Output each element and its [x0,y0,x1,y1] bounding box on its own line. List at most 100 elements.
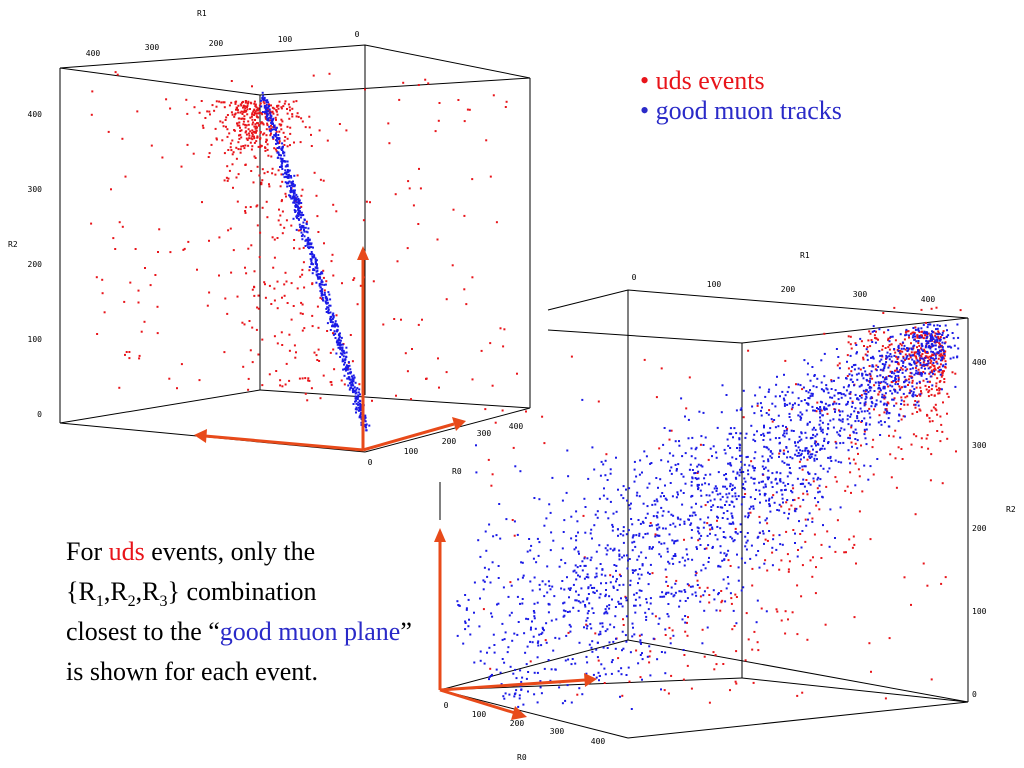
data-point [245,137,248,140]
data-point [739,432,742,435]
data-point [868,330,871,333]
data-point [823,352,826,355]
data-point [921,330,924,333]
data-point [279,214,282,217]
data-point [826,530,829,533]
data-point [284,383,287,386]
data-point [254,123,257,126]
data-point [609,472,612,475]
data-point [739,408,742,411]
data-point [735,409,738,412]
data-point [764,493,767,495]
data-point [348,378,351,381]
data-point [644,516,647,519]
data-point [215,100,218,103]
data-point [270,124,272,127]
data-point [694,514,697,517]
data-point [609,500,612,503]
data-point [729,565,732,567]
data-point [712,651,715,654]
data-point [227,177,230,180]
data-point [706,626,709,629]
data-point [487,568,490,571]
data-point [295,100,298,103]
data-point [847,400,849,403]
data-point [773,419,776,421]
data-point [927,346,930,349]
data-point [908,363,911,366]
data-point [226,114,229,116]
data-point [798,520,800,523]
data-point [651,612,654,615]
data-point [583,557,586,560]
data-point [262,100,265,103]
data-point [943,354,946,357]
data-point [740,589,743,592]
data-point [702,594,705,597]
data-point [931,384,934,387]
data-point [617,670,620,673]
data-point [571,658,574,660]
data-point [263,132,266,135]
data-point [326,301,329,304]
data-point [268,103,270,106]
data-point [854,462,857,465]
data-point [939,387,942,390]
data-point [645,598,648,601]
data-point [595,575,598,578]
data-point [645,618,648,621]
data-point [656,500,659,503]
data-point [299,226,302,229]
data-point [932,354,935,357]
data-point [791,491,794,494]
data-point [848,392,851,395]
data-point [759,493,761,496]
data-point [252,181,255,184]
data-point [825,384,828,387]
data-point [729,689,731,692]
data-point [863,430,866,433]
data-point [612,586,615,589]
data-point [604,593,607,596]
data-point [638,589,641,592]
data-point [469,633,472,636]
data-point [297,201,300,204]
data-point [679,599,682,602]
data-point [908,375,911,378]
data-point [895,368,898,371]
data-point [485,549,488,552]
data-point [599,563,602,565]
data-point [541,415,544,418]
data-point [849,343,852,346]
data-point [284,271,287,274]
data-point [775,383,778,386]
data-point [791,403,794,406]
data-point [726,576,729,579]
data-point [336,329,339,332]
data-point [574,564,577,567]
data-point [867,339,870,342]
data-point [223,106,226,109]
data-point [464,594,467,596]
data-point [249,141,252,144]
data-point [500,683,503,686]
data-point [253,112,256,114]
data-point [935,352,938,355]
data-point [661,595,664,598]
data-point [819,478,822,481]
data-point [503,328,506,331]
data-point [533,671,536,674]
data-point [297,199,300,202]
data-point [424,78,427,81]
data-point [719,609,722,612]
data-point [299,216,302,219]
data-point [936,351,939,354]
data-point [907,384,909,386]
data-point [546,591,549,594]
data-point [602,494,605,497]
data-point [865,389,868,392]
data-point [266,143,269,146]
data-point [684,615,687,617]
data-point [649,563,652,566]
data-point [561,499,564,502]
